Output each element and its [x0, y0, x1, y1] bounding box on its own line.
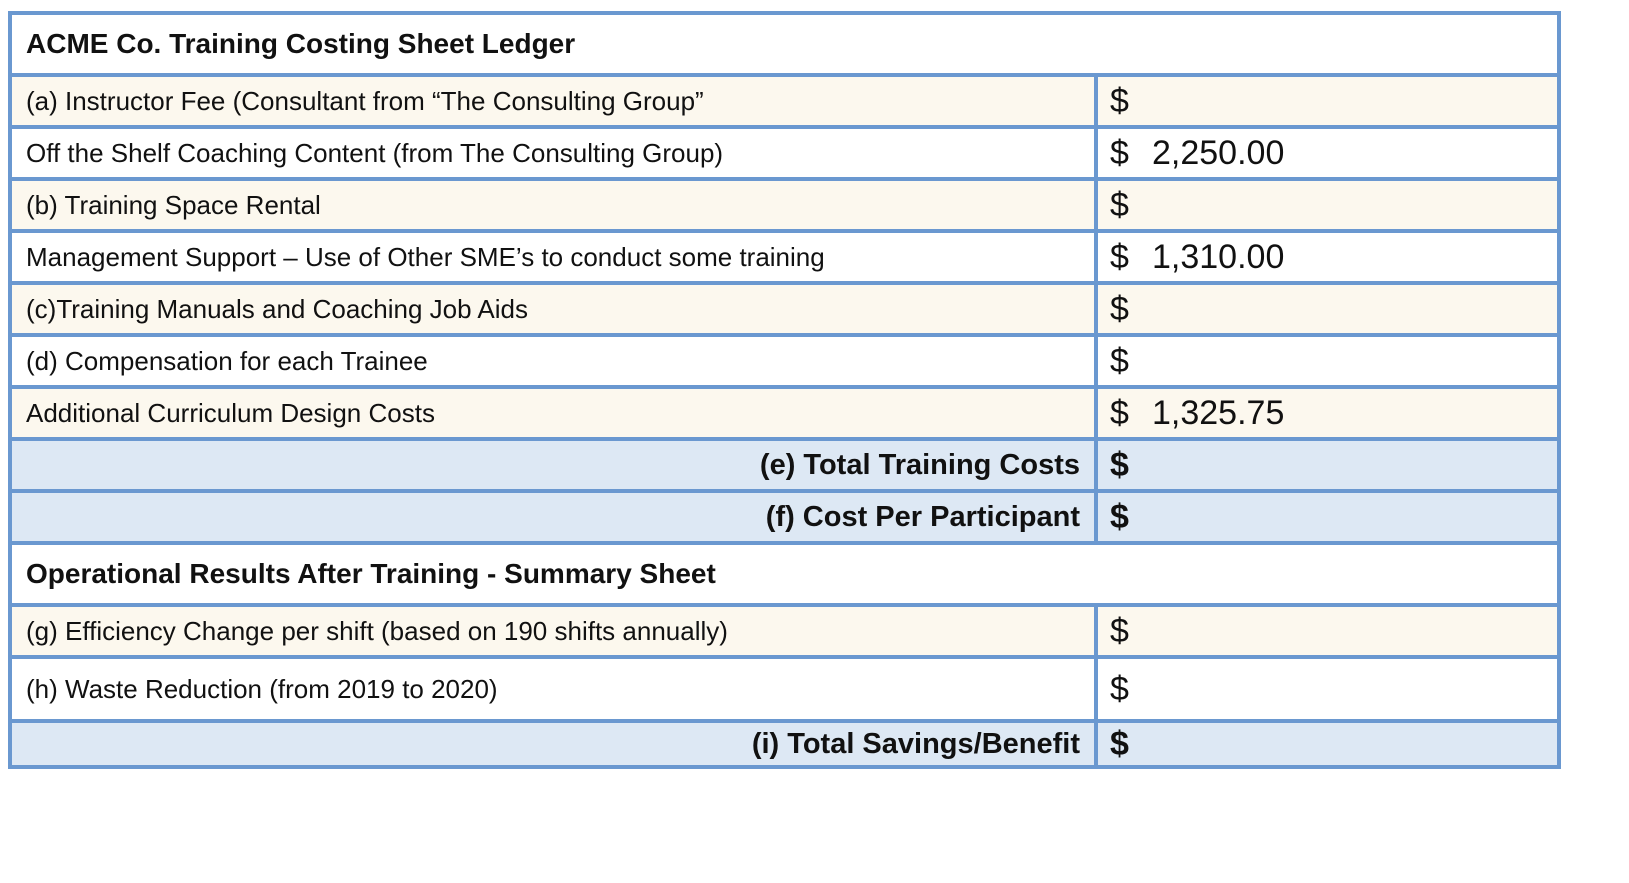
- currency-symbol: $: [1110, 81, 1129, 120]
- ledger-title: ACME Co. Training Costing Sheet Ledger: [8, 11, 1561, 77]
- table-row: Management Support – Use of Other SME’s …: [8, 229, 1561, 285]
- currency-symbol: $: [1110, 611, 1129, 650]
- amount-cell[interactable]: $: [1094, 177, 1561, 233]
- currency-symbol: $: [1110, 497, 1129, 536]
- amount-cell[interactable]: $: [1094, 603, 1561, 659]
- total-row: (e) Total Training Costs $: [8, 437, 1561, 493]
- total-savings-cell[interactable]: $: [1094, 719, 1561, 769]
- row-label: (g) Efficiency Change per shift (based o…: [8, 603, 1098, 659]
- amount-value: 1,325.75: [1152, 393, 1285, 432]
- ledger-title-row: ACME Co. Training Costing Sheet Ledger: [8, 11, 1561, 77]
- currency-symbol: $: [1110, 445, 1129, 484]
- amount-cell[interactable]: $1,325.75: [1094, 385, 1561, 441]
- amount-cell[interactable]: $: [1094, 333, 1561, 389]
- table-row: (c)Training Manuals and Coaching Job Aid…: [8, 281, 1561, 337]
- row-label: (a) Instructor Fee (Consultant from “The…: [8, 73, 1098, 129]
- table-row: (a) Instructor Fee (Consultant from “The…: [8, 73, 1561, 129]
- currency-symbol: $: [1110, 133, 1129, 172]
- currency-symbol: $: [1110, 724, 1129, 763]
- table-row: (h) Waste Reduction (from 2019 to 2020) …: [8, 655, 1561, 723]
- currency-symbol: $: [1110, 393, 1129, 432]
- amount-value: 1,310.00: [1152, 237, 1285, 276]
- cost-per-participant-label: (f) Cost Per Participant: [8, 489, 1098, 545]
- summary-title-row: Operational Results After Training - Sum…: [8, 541, 1561, 607]
- row-label: Off the Shelf Coaching Content (from The…: [8, 125, 1098, 181]
- total-training-costs-cell[interactable]: $: [1094, 437, 1561, 493]
- cost-per-participant-cell[interactable]: $: [1094, 489, 1561, 545]
- row-label: Additional Curriculum Design Costs: [8, 385, 1098, 441]
- row-label: (c)Training Manuals and Coaching Job Aid…: [8, 281, 1098, 337]
- row-label: (b) Training Space Rental: [8, 177, 1098, 233]
- table-row: Additional Curriculum Design Costs $1,32…: [8, 385, 1561, 441]
- table-row: (d) Compensation for each Trainee $: [8, 333, 1561, 389]
- amount-value: 2,250.00: [1152, 133, 1285, 172]
- total-row: (i) Total Savings/Benefit $: [8, 719, 1561, 769]
- amount-cell[interactable]: $: [1094, 281, 1561, 337]
- summary-title: Operational Results After Training - Sum…: [8, 541, 1561, 607]
- costing-ledger-table: ACME Co. Training Costing Sheet Ledger (…: [8, 11, 1561, 769]
- amount-cell[interactable]: $1,310.00: [1094, 229, 1561, 285]
- currency-symbol: $: [1110, 237, 1129, 276]
- table-row: Off the Shelf Coaching Content (from The…: [8, 125, 1561, 181]
- amount-cell[interactable]: $: [1094, 73, 1561, 129]
- amount-cell[interactable]: $: [1094, 655, 1561, 723]
- table-row: (g) Efficiency Change per shift (based o…: [8, 603, 1561, 659]
- row-label: Management Support – Use of Other SME’s …: [8, 229, 1098, 285]
- row-label: (d) Compensation for each Trainee: [8, 333, 1098, 389]
- row-label: (h) Waste Reduction (from 2019 to 2020): [8, 655, 1098, 723]
- amount-cell[interactable]: $2,250.00: [1094, 125, 1561, 181]
- total-savings-label: (i) Total Savings/Benefit: [8, 719, 1098, 769]
- currency-symbol: $: [1110, 669, 1129, 708]
- currency-symbol: $: [1110, 185, 1129, 224]
- total-row: (f) Cost Per Participant $: [8, 489, 1561, 545]
- table-row: (b) Training Space Rental $: [8, 177, 1561, 233]
- total-training-costs-label: (e) Total Training Costs: [8, 437, 1098, 493]
- currency-symbol: $: [1110, 341, 1129, 380]
- currency-symbol: $: [1110, 289, 1129, 328]
